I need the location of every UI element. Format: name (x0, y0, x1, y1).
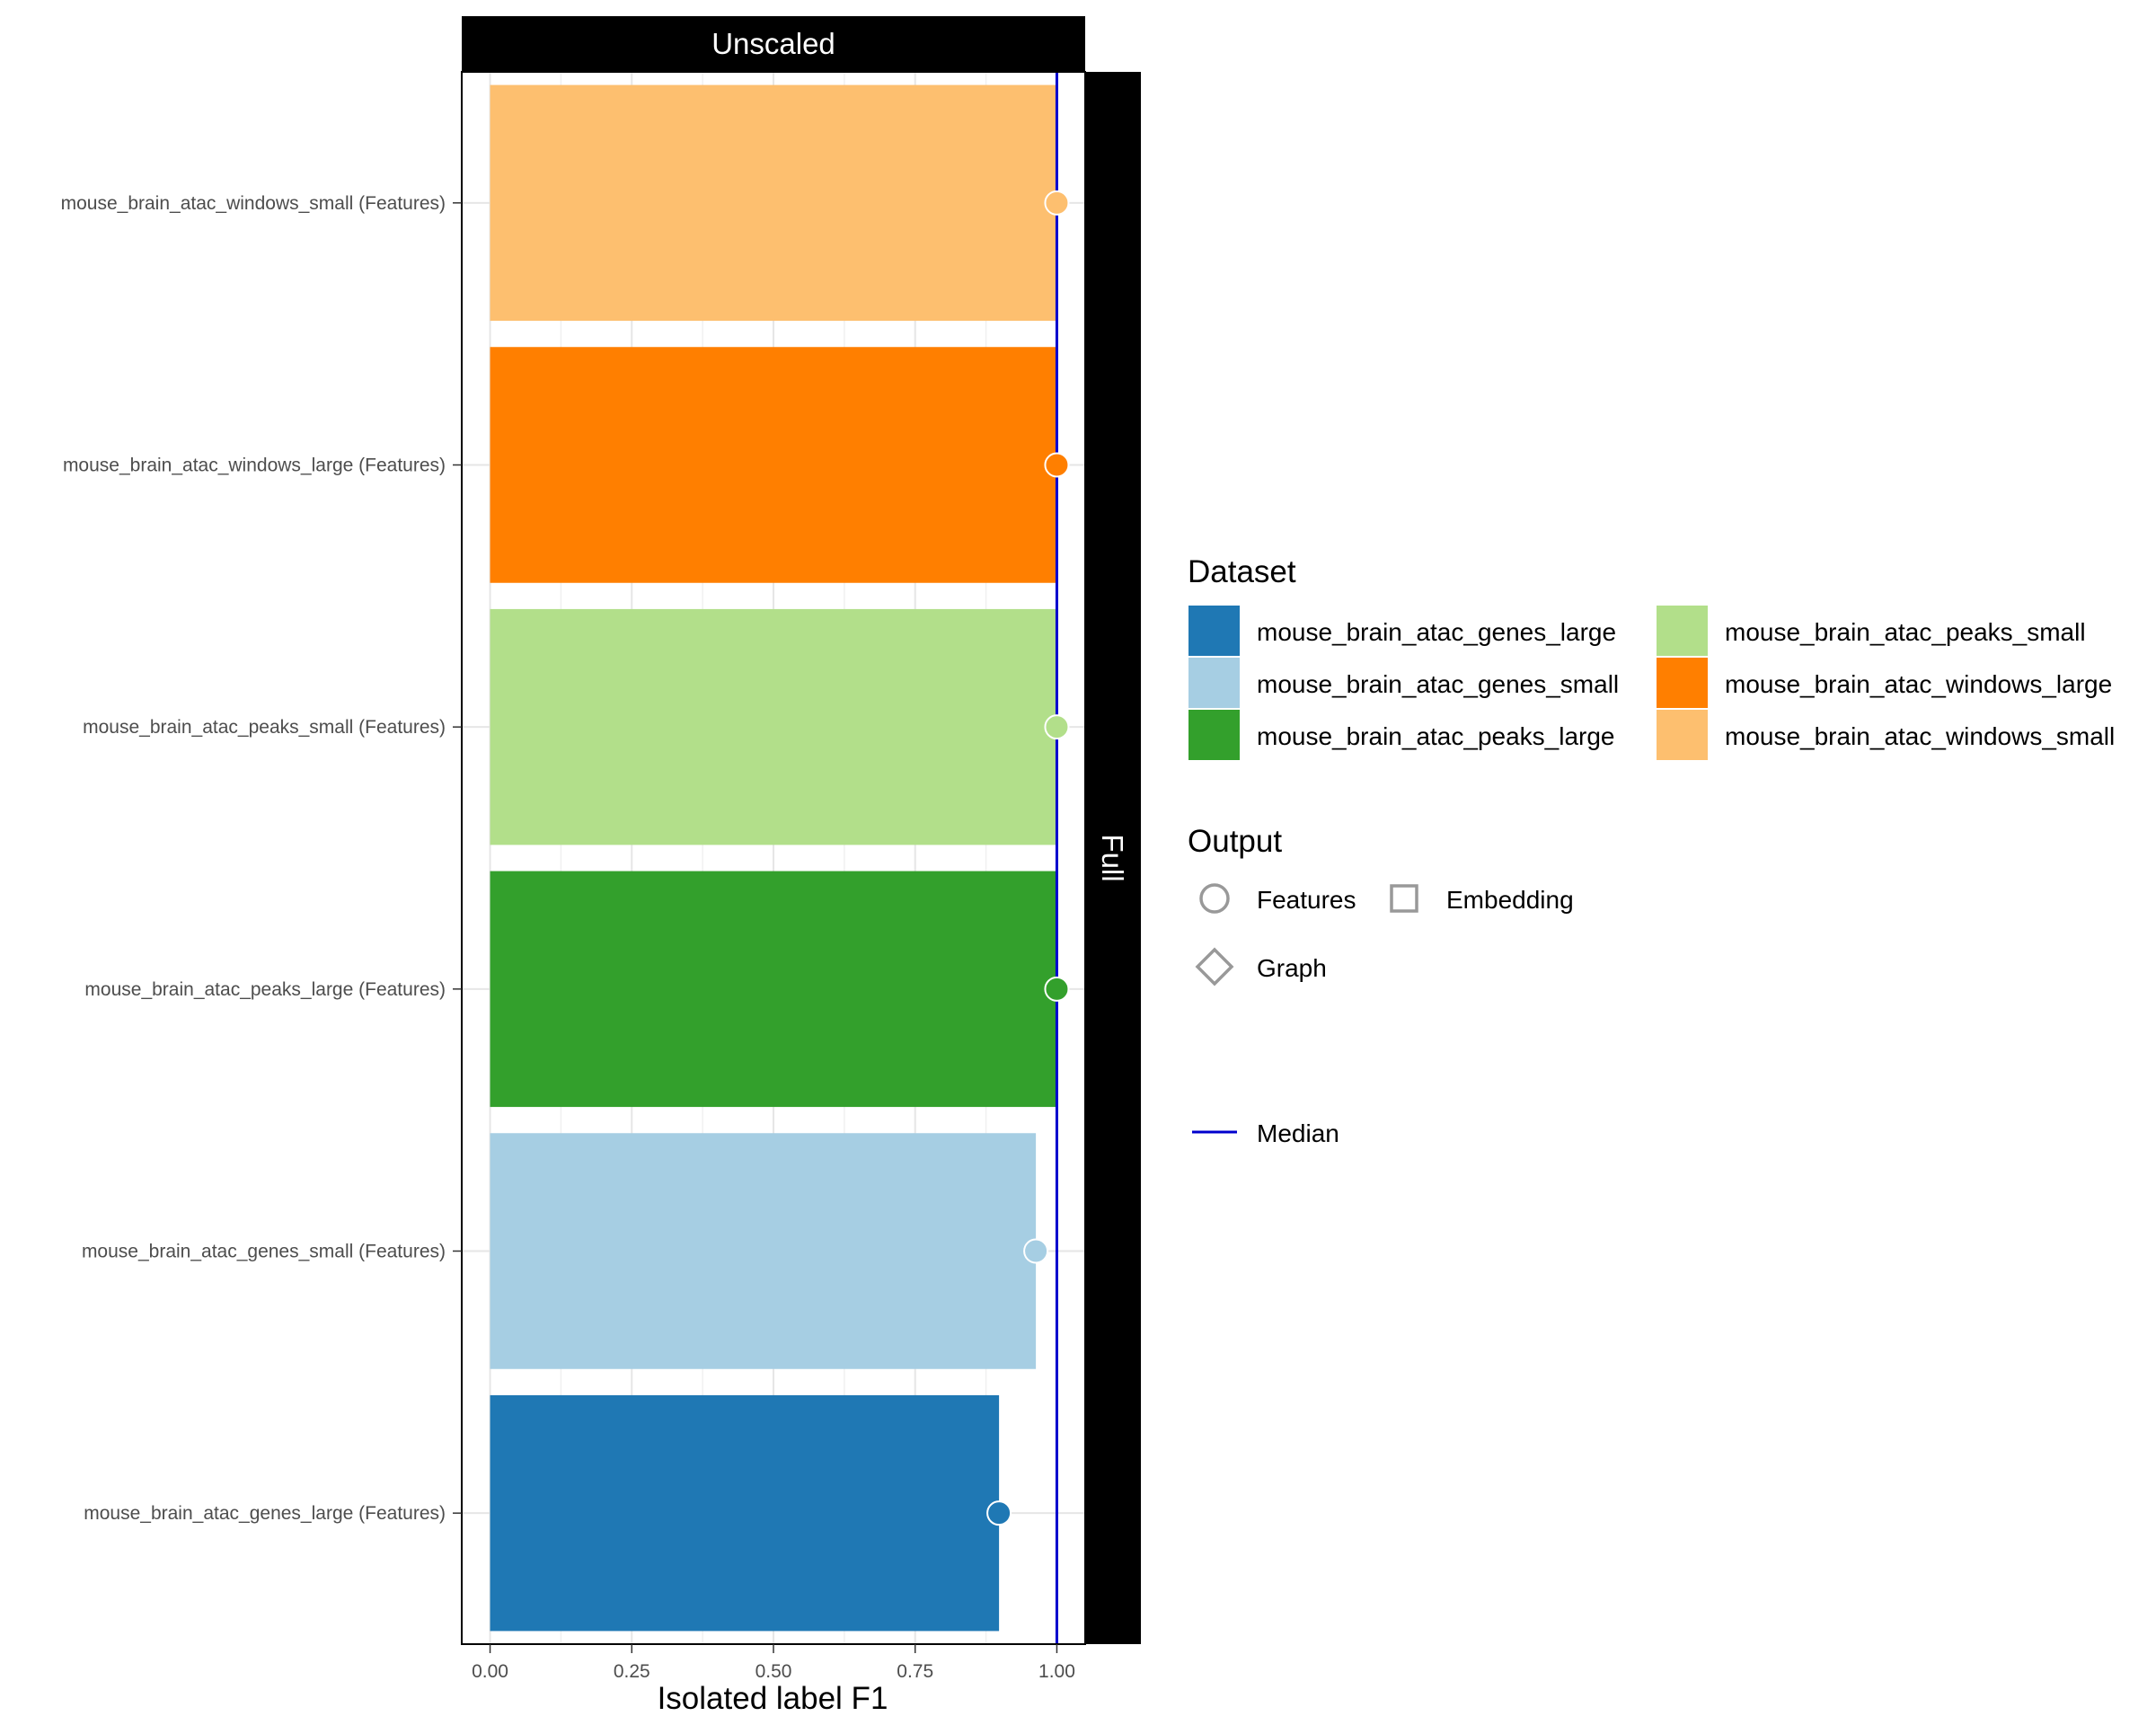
legend-dataset-label: mouse_brain_atac_peaks_large (1257, 722, 1615, 750)
y-tick-label: mouse_brain_atac_peaks_small (Features) (83, 717, 446, 738)
legend-dataset-label: mouse_brain_atac_genes_large (1257, 618, 1616, 646)
bar (490, 871, 1057, 1108)
legend-dataset-key (1188, 710, 1240, 760)
legend-output-circle-key (1199, 883, 1230, 914)
bar (490, 84, 1057, 322)
x-tick-label: 0.50 (755, 1661, 792, 1682)
legend-median-label: Median (1257, 1119, 1339, 1147)
legend-dataset-title: Dataset (1188, 554, 1296, 589)
facet-label-top: Unscaled (711, 27, 835, 60)
x-axis: 0.00 0.25 0.50 0.75 1.00 (472, 1644, 1075, 1682)
x-axis-title: Isolated label F1 (658, 1681, 888, 1716)
legend-dataset: Dataset mouse_brain_atac_genes_largemous… (1188, 554, 2115, 760)
legend-output: Output Features Embedding Graph (1188, 824, 1574, 986)
legend-output-label: Features (1257, 886, 1356, 914)
data-point (1044, 452, 1070, 478)
facet-strip-top (462, 16, 1085, 72)
plot-panel (461, 71, 1086, 1645)
data-point (1044, 714, 1070, 740)
facet-strip-right (1085, 72, 1141, 1644)
legend-output-diamond-key (1195, 947, 1234, 986)
facet-label-right: Full (1096, 834, 1129, 881)
legend-dataset-key (1188, 606, 1240, 656)
legend-output-square-key (1390, 884, 1418, 913)
x-tick-label: 0.75 (897, 1661, 933, 1682)
y-tick-label: mouse_brain_atac_windows_large (Features… (63, 456, 446, 476)
y-axis: mouse_brain_atac_windows_small (Features… (61, 193, 462, 1524)
x-tick-label: 1.00 (1038, 1661, 1075, 1682)
legend-median: Median (1192, 1119, 1339, 1147)
bars (490, 84, 1057, 1632)
bar (490, 347, 1057, 583)
y-tick-label: mouse_brain_atac_genes_small (Features) (82, 1242, 446, 1262)
data-point (1044, 190, 1070, 216)
points (986, 190, 1070, 1526)
x-tick-label: 0.25 (614, 1661, 650, 1682)
legend-dataset-label: mouse_brain_atac_windows_large (1725, 670, 2112, 698)
bar (490, 608, 1057, 845)
legend-dataset-key (1657, 606, 1708, 656)
y-tick-label: mouse_brain_atac_genes_large (Features) (84, 1503, 446, 1524)
legend-dataset-label: mouse_brain_atac_genes_small (1257, 670, 1619, 698)
bar (490, 1394, 1000, 1632)
legend-dataset-key (1657, 658, 1708, 708)
bar (490, 1133, 1037, 1369)
legend-output-label: Graph (1257, 954, 1327, 982)
y-tick-label: mouse_brain_atac_windows_small (Features… (61, 193, 446, 214)
legend-dataset-key (1188, 658, 1240, 708)
legend-dataset-label: mouse_brain_atac_peaks_small (1725, 618, 2086, 646)
legend-dataset-label: mouse_brain_atac_windows_small (1725, 722, 2115, 750)
y-tick-label: mouse_brain_atac_peaks_large (Features) (84, 979, 446, 1000)
legend-dataset-key (1657, 710, 1708, 760)
data-point (1023, 1238, 1049, 1264)
legend-output-label: Embedding (1446, 886, 1574, 914)
data-point (986, 1500, 1012, 1526)
legend-output-title: Output (1188, 824, 1282, 859)
x-tick-label: 0.00 (472, 1661, 508, 1682)
data-point (1044, 976, 1070, 1002)
